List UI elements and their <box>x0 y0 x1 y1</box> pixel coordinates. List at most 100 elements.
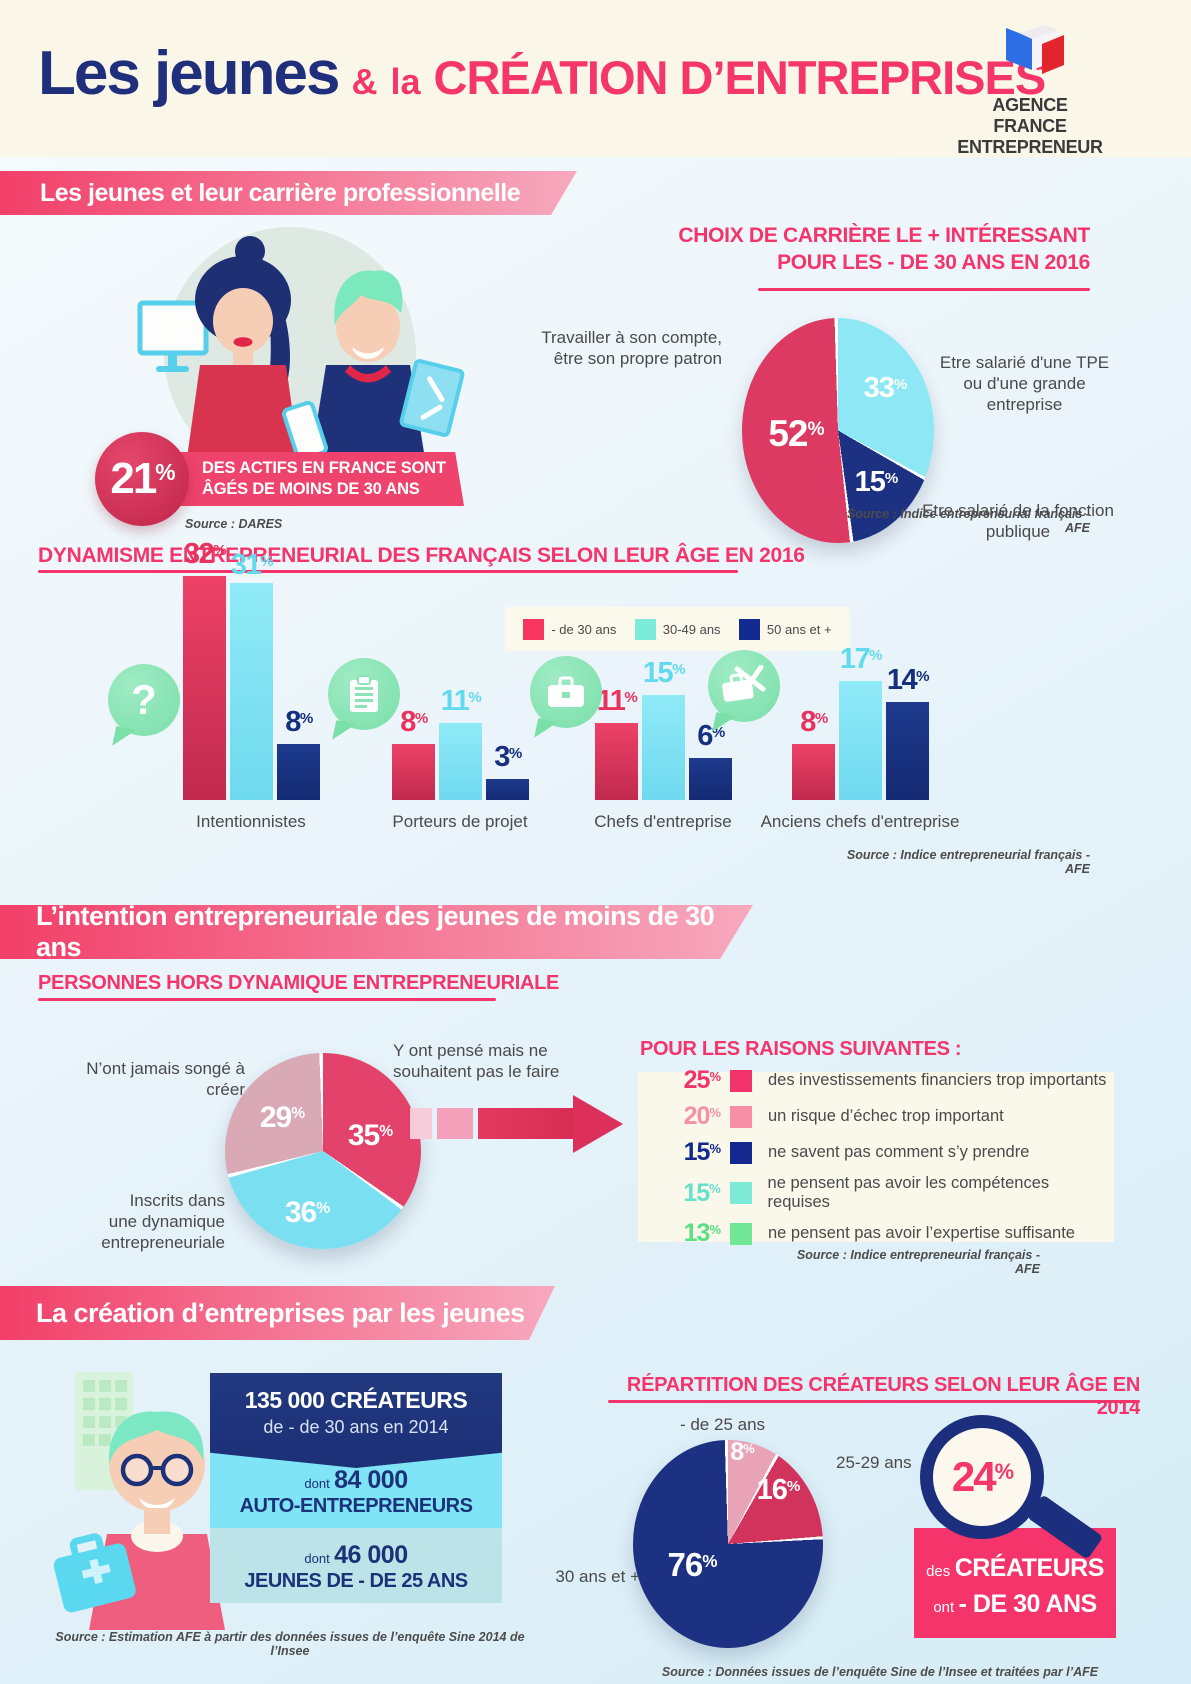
reason-row: 15% ne pensent pas avoir les compétences… <box>666 1174 1114 1212</box>
source-career-pie: Source : Indice entrepreneurial français… <box>846 507 1090 535</box>
bar-value: 8% <box>800 706 828 738</box>
legend-chip-teal <box>634 618 656 640</box>
pie3-label-u25: - de 25 ans <box>679 1415 766 1434</box>
bubble-briefcase <box>530 656 602 728</box>
jeunes-25-box: dont 46 000 JEUNES DE - DE 25 ANS <box>210 1528 502 1603</box>
arrow-segment-1 <box>410 1108 432 1139</box>
reason-value: 15% <box>683 1178 720 1207</box>
legend-item-3049: 30-49 ans <box>634 618 721 640</box>
clipboard-icon <box>350 675 378 712</box>
bar-moins30 <box>595 723 638 800</box>
reason-chip <box>730 1069 752 1092</box>
career-pie-label-public: Etre salarié de la fonction publique <box>922 501 1114 541</box>
hors-dynamique-underline <box>38 998 496 1001</box>
briefcase-cyan-icon <box>53 1533 136 1613</box>
bar-value: 15% <box>642 657 686 689</box>
reason-value: 25% <box>683 1066 721 1094</box>
woman-figure <box>186 236 300 465</box>
bar-value: 14% <box>886 664 930 696</box>
bar-50plus <box>486 779 529 800</box>
auto-entrepreneurs-label: AUTO-ENTREPRENEURS <box>239 1495 473 1517</box>
briefcase-icon <box>548 676 584 707</box>
bubble-question: ? <box>108 664 180 736</box>
hors-dynamique-title: PERSONNES HORS DYNAMIQUE ENTREPRENEURIAL… <box>38 972 560 994</box>
pie3-value-8: 8% <box>730 1438 754 1466</box>
question-icon: ? <box>131 676 157 723</box>
bar-value: 8% <box>285 706 313 738</box>
reason-chip <box>730 1222 752 1245</box>
bar-50plus <box>277 744 320 800</box>
logo-text-line2: ENTREPRENEUR <box>957 137 1103 157</box>
reason-row: 20% un risque d’échec trop important <box>666 1102 1114 1131</box>
stat-ribbon-line2: ÂGÉS DE MOINS DE 30 ANS <box>202 480 420 498</box>
tablet-icon <box>399 359 465 437</box>
title-creation-entreprises: CRÉATION D’ENTREPRISES <box>433 51 1047 104</box>
bar-category-label: Chefs d'entreprise <box>594 812 732 831</box>
pie2-value-35: 35% <box>347 1119 393 1152</box>
career-pie-label-tpe: Etre salarié d'une TPE ou d'une grande e… <box>939 353 1110 414</box>
career-pie-label-self: Travailler à son compte, être son propre… <box>541 328 722 368</box>
reason-chip <box>729 1182 752 1204</box>
man-figure <box>310 270 426 465</box>
bar-50plus <box>689 758 732 800</box>
briefcase-crossed-icon <box>722 665 766 702</box>
bar-3049 <box>839 681 882 800</box>
reason-value: 15% <box>683 1138 721 1166</box>
bar-category-label: Porteurs de projet <box>392 812 528 831</box>
reason-chip <box>730 1105 752 1128</box>
source-creation-left: Source : Estimation AFE à partir des don… <box>55 1630 525 1658</box>
bar-value: 32% <box>183 538 227 570</box>
reasons-title: POUR LES RAISONS SUIVANTES : <box>640 1038 962 1060</box>
bar-category-label: Anciens chefs d'entreprise <box>760 812 960 831</box>
career-pie-value-15: 15% <box>854 466 899 498</box>
career-pie-chart <box>742 318 934 543</box>
career-pie-value-33: 33% <box>863 372 908 404</box>
arrow-head-icon <box>573 1095 623 1153</box>
pie3-label-2529: 25-29 ans <box>836 1453 912 1472</box>
stat-ribbon: DES ACTIFS EN FRANCE SONT ÂGÉS DE MOINS … <box>170 452 464 506</box>
header-band <box>0 0 1191 157</box>
reason-row: 15% ne savent pas comment s’y prendre <box>666 1138 1114 1167</box>
source-bar-chart: Source : Indice entrepreneurial français… <box>846 848 1090 876</box>
bar-value: 11% <box>440 685 482 717</box>
logo-text-line1: AGENCE FRANCE <box>992 95 1068 136</box>
reason-text: un risque d’échec trop important <box>768 1107 1004 1125</box>
repartition-underline <box>608 1400 1140 1403</box>
dynamism-title-underline <box>38 570 738 573</box>
section-banner-carriere: Les jeunes et leur carrière professionne… <box>0 171 577 215</box>
reason-row: 25% des investissements financiers trop … <box>666 1066 1114 1095</box>
bubble-briefcase-crossed <box>708 650 780 722</box>
bar-3049 <box>642 695 685 800</box>
career-pie-title-underline <box>758 288 1090 291</box>
career-pie-value-52: 52% <box>768 413 824 454</box>
page-title: Les jeunes & la CRÉATION D’ENTREPRISES <box>38 38 1047 109</box>
pie3-label-30plus: 30 ans et + <box>555 1567 640 1586</box>
creators-subtitle: de - de 30 ans en 2014 <box>263 1417 449 1437</box>
pie2-label-thought: Y ont pensé mais ne souhaitent pas le fa… <box>393 1041 560 1081</box>
pie2-label-dynamic: Inscrits dans une dynamique entrepreneur… <box>101 1191 225 1252</box>
bar-50plus <box>886 702 929 800</box>
young-people-illustration <box>137 227 465 479</box>
source-dares: Source : DARES <box>185 517 283 531</box>
bar-value: 17% <box>839 643 883 675</box>
creators-135000-box: 135 000 CRÉATEURS de - de 30 ans en 2014 <box>210 1373 502 1468</box>
reason-text: ne pensent pas avoir les compétences req… <box>767 1174 1050 1211</box>
creators-count: 135 000 CRÉATEURS <box>244 1387 468 1413</box>
reason-text: ne pensent pas avoir l’expertise suffisa… <box>768 1224 1075 1242</box>
dynamism-title: DYNAMISME ENTREPRENEURIAL DES FRANÇAIS S… <box>38 544 805 567</box>
section-banner-creation: La création d’entreprises par les jeunes <box>0 1286 555 1340</box>
legend-item-50plus: 50 ans et + <box>738 618 832 640</box>
pie3-value-76: 76% <box>667 1546 718 1583</box>
pie2-value-29: 29% <box>259 1101 305 1134</box>
pie2-label-never: N’ont jamais songé à créer <box>86 1059 245 1099</box>
bar-moins30 <box>392 744 435 800</box>
reason-row: 13% ne pensent pas avoir l’expertise suf… <box>666 1219 1114 1248</box>
hors-dynamique-pie-chart <box>225 1053 421 1249</box>
bar-3049 <box>439 723 482 800</box>
legend-chip-pink <box>523 618 545 640</box>
title-la: la <box>390 61 421 102</box>
bar-chart-legend: - de 30 ans 30-49 ans 50 ans et + <box>505 607 850 651</box>
section-banner-intention: L’intention entrepreneuriale des jeunes … <box>0 905 753 959</box>
repartition-pie-chart <box>633 1440 823 1648</box>
title-ampersand: & <box>351 61 378 102</box>
